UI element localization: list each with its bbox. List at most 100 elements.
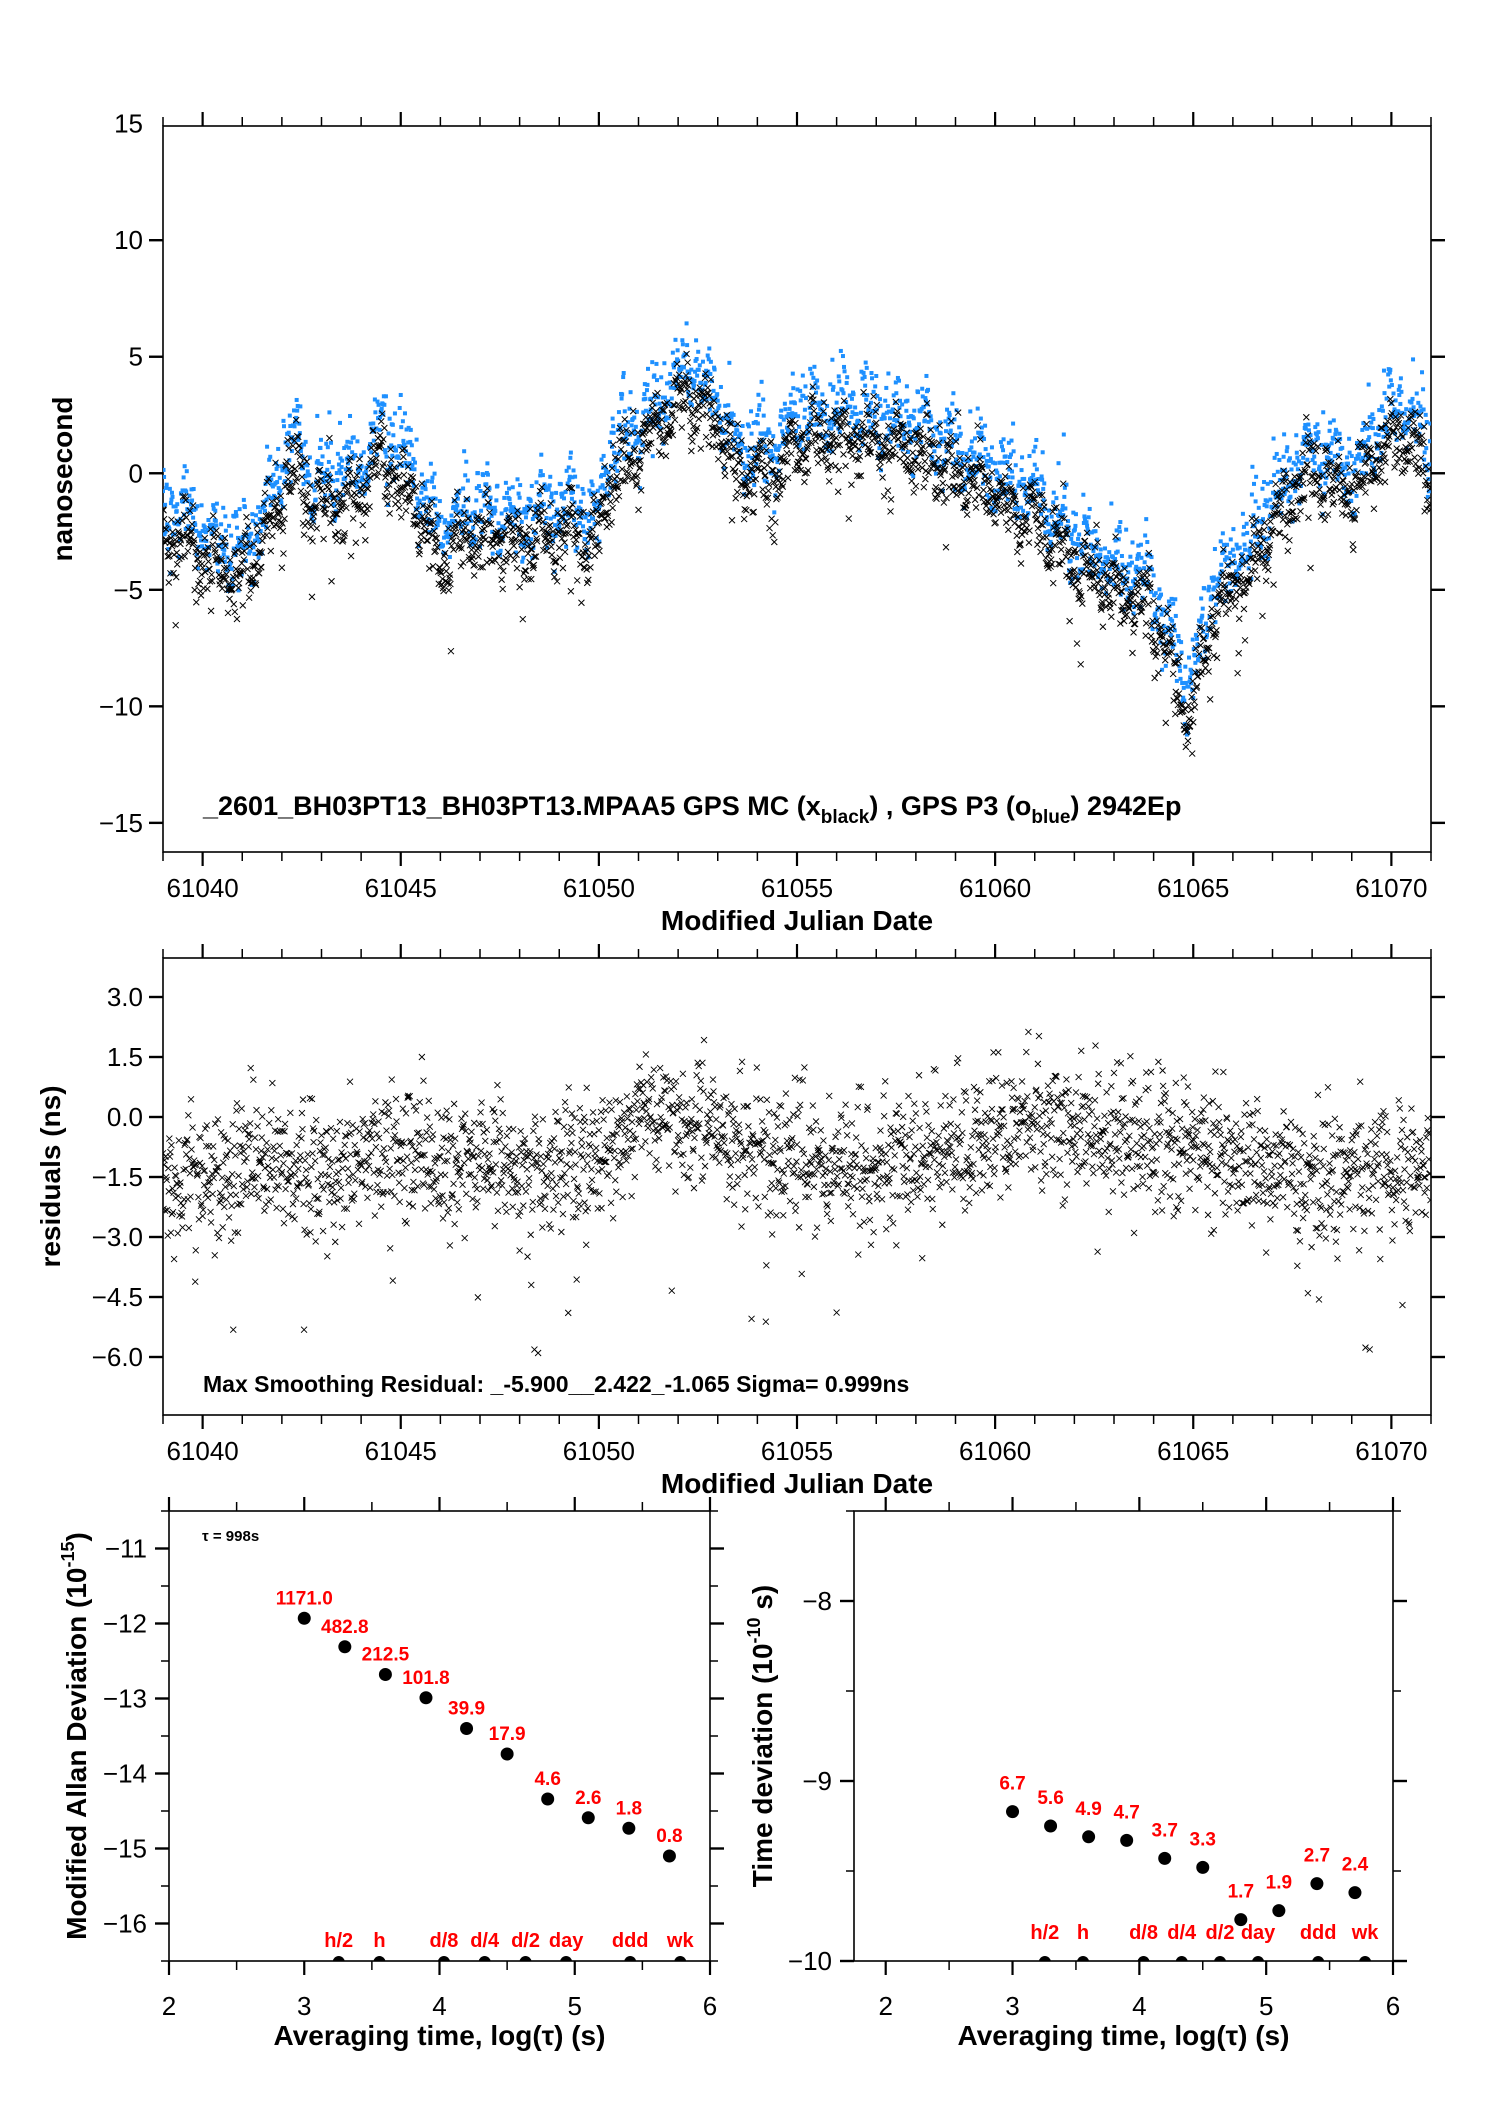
- mc-point: [1158, 631, 1166, 639]
- p3-point: [1306, 428, 1311, 433]
- p3-point: [575, 545, 580, 550]
- p3-point: [1043, 530, 1048, 535]
- mc-point: [1318, 472, 1326, 480]
- mc-point: [371, 448, 379, 455]
- mc-point: [1191, 703, 1199, 711]
- p3-point: [588, 526, 593, 531]
- p3-point: [1312, 454, 1317, 459]
- p3-point: [820, 392, 825, 397]
- mc-point: [987, 485, 994, 493]
- mc-point: [213, 553, 221, 561]
- mc-point: [820, 408, 827, 415]
- mc-point: [355, 506, 362, 513]
- mc-point: [997, 509, 1005, 516]
- mc-point: [595, 519, 603, 526]
- p3-point: [232, 514, 237, 519]
- mc-point: [1038, 491, 1046, 499]
- p3-point: [864, 397, 869, 402]
- p3-point: [1387, 384, 1392, 389]
- x-tick-label: 61045: [365, 1436, 437, 1466]
- mc-point: [615, 492, 623, 500]
- mc-point: [855, 445, 863, 453]
- mc-point: [935, 454, 942, 462]
- mc-point: [593, 541, 601, 549]
- p3-point: [636, 434, 641, 439]
- p3-point: [937, 444, 942, 449]
- mc-point: [547, 500, 555, 507]
- mc-point: [1217, 595, 1225, 603]
- mc-point: [558, 535, 566, 542]
- mc-point: [883, 437, 891, 444]
- mc-point: [1040, 503, 1048, 511]
- mc-point: [339, 536, 347, 544]
- p3-point: [455, 496, 460, 501]
- mc-point: [1184, 727, 1191, 735]
- p3-point: [870, 376, 875, 381]
- p3-point: [1178, 668, 1183, 673]
- mc-point: [1116, 576, 1124, 583]
- p3-point: [1105, 576, 1110, 581]
- p3-point: [755, 421, 760, 426]
- mc-point: [375, 442, 383, 450]
- mc-point: [1317, 501, 1324, 508]
- mc-point: [1360, 479, 1367, 487]
- mc-point: [728, 420, 735, 428]
- mc-point: [831, 412, 839, 419]
- p3-point: [240, 534, 245, 539]
- p3-point: [1229, 589, 1234, 594]
- mc-point: [541, 507, 548, 515]
- mc-point: [559, 513, 566, 520]
- p3-point: [566, 465, 571, 470]
- mc-point: [477, 563, 484, 571]
- mc-point: [1190, 698, 1198, 706]
- p3-point: [968, 409, 973, 414]
- p3-point: [1211, 575, 1216, 580]
- p3-point: [822, 435, 827, 440]
- p3-point: [874, 373, 879, 378]
- mc-point: [702, 370, 709, 377]
- p3-point: [411, 483, 416, 488]
- mc-point: [660, 407, 668, 414]
- p3-point: [757, 403, 762, 408]
- p3-point: [619, 396, 624, 401]
- mc-point: [193, 545, 201, 552]
- x-tick-label: 61045: [365, 873, 437, 903]
- p3-point: [888, 439, 893, 444]
- p3-point: [1341, 466, 1346, 471]
- p3-point: [1359, 458, 1364, 463]
- mc-point: [1118, 588, 1126, 595]
- p3-point: [1418, 404, 1423, 409]
- mc-point: [1382, 459, 1389, 466]
- p3-point: [175, 502, 180, 507]
- p3-point: [815, 378, 820, 383]
- p3-point: [502, 495, 507, 500]
- p3-point: [887, 416, 892, 421]
- y-tick-label: 0.0: [107, 1102, 143, 1132]
- p3-point: [942, 458, 947, 463]
- p3-point: [865, 393, 870, 398]
- p3-point: [540, 473, 545, 478]
- p3-point: [580, 486, 585, 491]
- p3-point: [799, 438, 804, 443]
- p3-point: [190, 526, 195, 531]
- mc-point: [244, 522, 252, 530]
- p3-point: [257, 539, 262, 544]
- p3-point: [1038, 503, 1043, 508]
- p3-point: [421, 502, 426, 507]
- p3-point: [205, 527, 210, 532]
- p3-point: [670, 350, 675, 355]
- p3-point: [534, 480, 539, 485]
- mc-point: [612, 483, 620, 491]
- x-axis-title: Modified Julian Date: [661, 905, 933, 936]
- mc-point: [976, 455, 984, 463]
- p3-point: [895, 375, 900, 380]
- mc-point: [1362, 459, 1370, 466]
- mc-point: [891, 451, 899, 459]
- p3-point: [1225, 542, 1230, 547]
- mc-point: [1122, 576, 1130, 584]
- mc-point: [190, 536, 198, 544]
- p3-point: [707, 407, 712, 412]
- x-tick-label: 61070: [1355, 1436, 1427, 1466]
- mc-point: [383, 486, 391, 493]
- p3-point: [1077, 532, 1082, 537]
